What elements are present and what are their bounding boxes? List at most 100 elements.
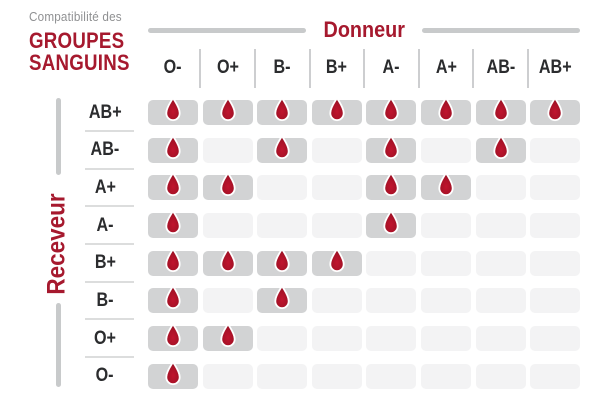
cell-ab-neg-a-neg bbox=[366, 134, 417, 163]
cell-ab-negpos-b-negpos bbox=[311, 96, 362, 125]
cell-o-neg-o-negpos bbox=[202, 363, 253, 389]
row-label-b-neg: B- bbox=[72, 288, 138, 313]
cell-b-neg-b-negpos bbox=[311, 288, 362, 314]
receiver-axis-label: Receveur bbox=[42, 193, 71, 295]
cell-ab-negpos-ab-neg bbox=[475, 96, 526, 125]
blood-drop-icon bbox=[438, 172, 454, 197]
cell-a-neg-o-negpos bbox=[202, 213, 253, 239]
row-label-text: AB+ bbox=[88, 101, 122, 123]
blood-drop-icon bbox=[383, 134, 399, 159]
cell-ab-negpos-a-neg bbox=[366, 96, 417, 125]
blood-drop-icon bbox=[492, 134, 509, 159]
column-header-b-neg: B- bbox=[257, 49, 307, 87]
cell-a-neg-a-negpos bbox=[420, 213, 471, 239]
row-separator bbox=[85, 167, 134, 170]
column-separator bbox=[472, 49, 475, 88]
cell-ab-neg-ab-neg bbox=[475, 134, 526, 163]
cell-ab-negpos-a-negpos bbox=[420, 96, 471, 125]
cell-a-neg-ab-neg bbox=[475, 213, 526, 239]
blood-drop-icon bbox=[219, 323, 236, 348]
row-label-b-negpos: B+ bbox=[72, 251, 138, 276]
column-separator bbox=[308, 49, 311, 88]
column-separator bbox=[199, 49, 202, 88]
cell-ab-negpos-ab-negpos bbox=[530, 96, 581, 125]
cell-ab-neg-b-neg bbox=[257, 134, 308, 163]
cell-o-negpos-o-negpos bbox=[202, 323, 253, 352]
chart-title: Compatibilité des GROUPES SANGUINS bbox=[29, 8, 148, 74]
blood-drop-icon bbox=[219, 96, 236, 122]
blood-drop-icon bbox=[329, 96, 345, 122]
column-header-text: AB+ bbox=[538, 57, 572, 78]
blood-drop-icon bbox=[274, 247, 290, 272]
blood-drop-icon bbox=[219, 172, 236, 197]
cell-b-negpos-ab-negpos bbox=[530, 250, 581, 276]
row-label-text: O+ bbox=[94, 327, 116, 349]
column-header-a-negpos: A+ bbox=[421, 49, 471, 87]
column-header-b-negpos: B+ bbox=[312, 49, 362, 87]
blood-drop-icon bbox=[274, 96, 290, 122]
cell-o-negpos-b-neg bbox=[257, 326, 308, 352]
cell-b-negpos-a-neg bbox=[366, 250, 417, 276]
cell-o-negpos-a-negpos bbox=[420, 326, 471, 352]
blood-drop-icon bbox=[492, 96, 509, 122]
cell-o-negpos-a-neg bbox=[366, 326, 417, 352]
column-header-text: A- bbox=[382, 57, 400, 78]
cell-o-neg-ab-negpos bbox=[530, 363, 581, 389]
column-header-ab-negpos: AB+ bbox=[530, 49, 580, 87]
row-label-ab-negpos: AB+ bbox=[72, 100, 138, 125]
cell-o-neg-ab-neg bbox=[475, 363, 526, 389]
cell-o-neg-a-negpos bbox=[420, 363, 471, 389]
cell-b-negpos-o-neg bbox=[148, 247, 198, 276]
row-label-text: A+ bbox=[94, 176, 116, 198]
blood-drop-icon bbox=[165, 209, 181, 235]
row-separator bbox=[85, 280, 134, 283]
blood-drop-icon bbox=[383, 209, 399, 235]
blood-drop-icon bbox=[165, 360, 181, 385]
blood-drop-icon bbox=[438, 96, 454, 122]
cell-a-negpos-a-neg bbox=[366, 172, 417, 201]
receiver-row-labels: AB+ AB- A+ A- B+ B- O+ O- bbox=[72, 100, 138, 389]
column-separator bbox=[363, 49, 366, 88]
cell-b-neg-o-negpos bbox=[202, 288, 253, 314]
cell-b-negpos-ab-neg bbox=[475, 250, 526, 276]
cell-o-neg-b-negpos bbox=[311, 363, 362, 389]
cell-a-negpos-o-negpos bbox=[202, 172, 253, 201]
cell-b-neg-o-neg bbox=[148, 285, 198, 314]
column-header-text: AB- bbox=[486, 57, 515, 78]
column-separator bbox=[253, 49, 256, 88]
row-separator bbox=[85, 356, 134, 358]
donor-axis-header: Donneur bbox=[148, 17, 581, 42]
row-label-text: A- bbox=[96, 214, 114, 236]
title-kicker: Compatibilité des bbox=[29, 9, 122, 24]
cell-a-negpos-a-negpos bbox=[420, 172, 471, 201]
cell-o-neg-b-neg bbox=[257, 363, 308, 389]
blood-drop-icon bbox=[219, 247, 236, 272]
cell-o-negpos-ab-neg bbox=[475, 326, 526, 352]
cell-a-negpos-o-neg bbox=[148, 172, 198, 201]
cell-a-neg-b-neg bbox=[257, 213, 308, 239]
row-label-text: O- bbox=[96, 365, 114, 387]
column-separator bbox=[417, 49, 420, 88]
row-separator bbox=[85, 242, 134, 245]
donor-axis-rule-right bbox=[422, 27, 581, 33]
cell-ab-negpos-b-neg bbox=[257, 96, 308, 125]
cell-a-neg-b-negpos bbox=[311, 213, 362, 239]
cell-b-negpos-b-neg bbox=[257, 247, 308, 276]
row-separator bbox=[85, 129, 134, 132]
compatibility-grid bbox=[148, 96, 581, 389]
column-header-text: B+ bbox=[326, 57, 348, 78]
cell-b-negpos-o-negpos bbox=[202, 247, 253, 276]
cell-o-negpos-o-neg bbox=[148, 323, 198, 352]
blood-drop-icon bbox=[383, 172, 399, 197]
blood-drop-icon bbox=[165, 172, 181, 197]
cell-a-negpos-b-negpos bbox=[311, 175, 362, 201]
row-label-o-neg: O- bbox=[72, 364, 138, 389]
cell-o-negpos-ab-negpos bbox=[530, 326, 581, 352]
blood-drop-icon bbox=[165, 134, 181, 159]
column-header-o-negpos: O+ bbox=[203, 49, 253, 87]
column-header-ab-neg: AB- bbox=[476, 49, 526, 87]
row-label-o-negpos: O+ bbox=[72, 326, 138, 351]
column-header-text: O- bbox=[164, 57, 182, 78]
cell-b-neg-ab-neg bbox=[475, 288, 526, 314]
